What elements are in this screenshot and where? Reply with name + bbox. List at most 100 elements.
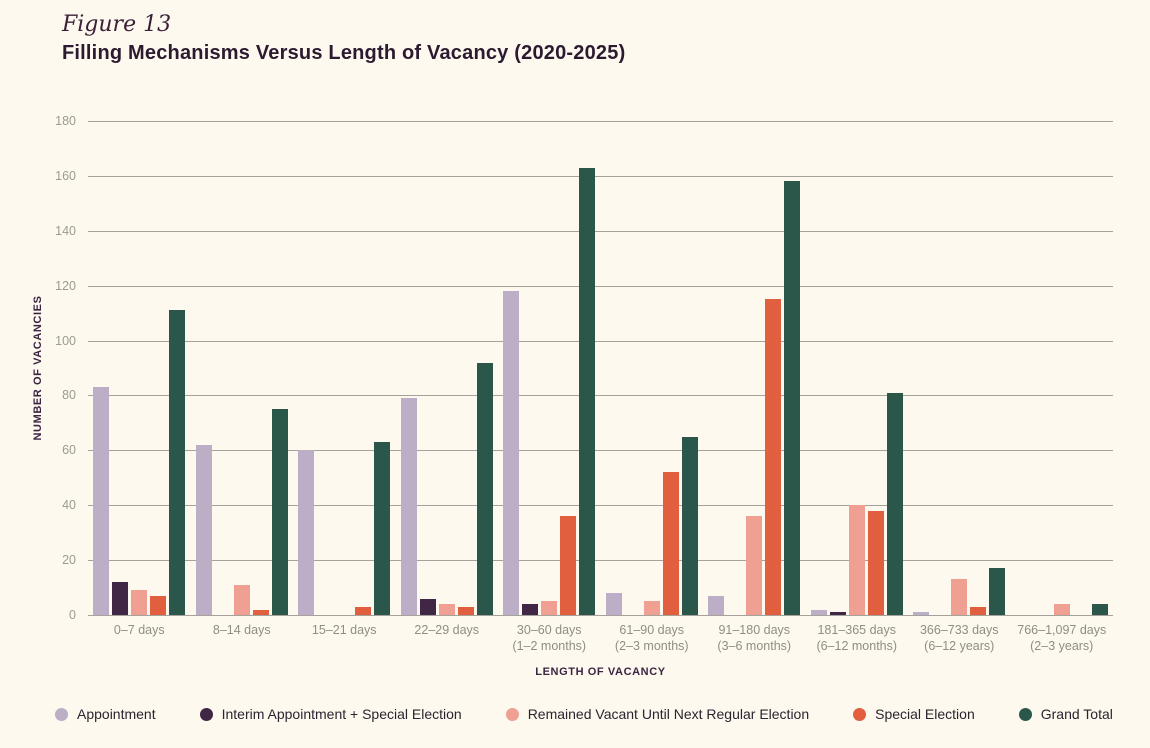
legend-item: Interim Appointment + Special Election [199, 706, 462, 722]
bar-slot [625, 121, 641, 615]
gridline-180 [88, 121, 1113, 122]
bar-slot [681, 121, 698, 615]
y-tick-label-100: 100 [55, 333, 76, 348]
y-tick-label-120: 120 [55, 278, 76, 293]
legend-label: Appointment [77, 706, 156, 722]
bar-slot [989, 121, 1006, 615]
bar [400, 398, 417, 615]
bar [233, 584, 250, 615]
legend-item: Grand Total [1018, 706, 1113, 722]
legend-label: Remained Vacant Until Next Regular Elect… [527, 706, 810, 722]
bar-slot [419, 121, 436, 615]
bar-slot [476, 121, 493, 615]
x-category-sublabel: (2–3 months) [614, 639, 689, 654]
gridline-140 [88, 230, 1113, 232]
bar-slot [93, 121, 110, 615]
x-category-label: 15–21 days [311, 623, 377, 637]
bar [970, 606, 987, 615]
legend-label: Special Election [875, 706, 975, 722]
x-category-label: 366–733 days (6–12 years) [908, 622, 1011, 655]
bar-slot [195, 121, 212, 615]
x-category-label: 0–7 days [113, 623, 165, 637]
bar [605, 593, 622, 615]
gridline-120 [88, 285, 1113, 287]
bar [784, 181, 801, 615]
bar-slot [150, 121, 167, 615]
bar [195, 444, 212, 615]
bar-group-10 [1011, 121, 1114, 615]
x-category-label: 61–90 days (2–3 months) [601, 622, 704, 655]
bar [112, 582, 129, 615]
bars-row [88, 121, 1113, 615]
bar [989, 568, 1006, 615]
bar-slot [541, 121, 558, 615]
x-category-label: 8–14 days [212, 623, 271, 637]
gridline-60 [88, 450, 1113, 452]
bar [169, 310, 186, 615]
bar-slot [951, 121, 968, 615]
bar-slot [1073, 121, 1089, 615]
y-tick-label-60: 60 [62, 443, 76, 458]
bar-slot [522, 121, 539, 615]
bar [886, 392, 903, 615]
bar [541, 601, 558, 615]
bar-slot [503, 121, 520, 615]
bar-slot [765, 121, 782, 615]
bar [643, 601, 660, 615]
y-tick-label-40: 40 [62, 498, 76, 513]
bar-slot [784, 121, 801, 615]
x-category-label: 766–1,097 days (2–3 years) [1011, 622, 1114, 655]
bar [765, 299, 782, 615]
bar [951, 579, 968, 615]
x-category-sublabel: (6–12 months) [816, 639, 898, 654]
bar [848, 505, 865, 615]
bar-slot [1091, 121, 1108, 615]
bar [93, 387, 110, 615]
legend-item: Remained Vacant Until Next Regular Elect… [505, 706, 810, 722]
bar [1091, 604, 1108, 615]
bar [131, 590, 148, 615]
x-category-sublabel: (6–12 years) [924, 639, 995, 654]
legend-item: Appointment [55, 706, 156, 722]
bar-slot [867, 121, 884, 615]
gridline-160 [88, 175, 1113, 177]
bar-slot [643, 121, 660, 615]
gridline-100 [88, 340, 1113, 342]
x-category-sublabel: (2–3 years) [1030, 639, 1094, 654]
bar-slot [913, 121, 930, 615]
bar [681, 436, 698, 615]
y-tick-label-140: 140 [55, 223, 76, 238]
bar-slot [131, 121, 148, 615]
x-category-label: 181–365 days (6–12 months) [806, 622, 909, 655]
bar-slot [438, 121, 455, 615]
bar-slot [560, 121, 577, 615]
y-axis-title: NUMBER OF VACANCIES [32, 295, 44, 441]
bar [252, 609, 269, 615]
x-category-labels: 0–7 days 8–14 days 15–21 days 22–29 days 30–… [88, 622, 1113, 655]
x-category-label: 30–60 days (1–2 months) [498, 622, 601, 655]
bar-slot [1035, 121, 1051, 615]
bar-slot [169, 121, 186, 615]
bar-slot [457, 121, 474, 615]
bar-group-2 [191, 121, 294, 615]
bar-slot [374, 121, 391, 615]
x-category-sublabel: (1–2 months) [512, 639, 587, 654]
bar [579, 167, 596, 615]
bar-slot [829, 121, 846, 615]
bar-slot [1016, 121, 1032, 615]
y-tick-label-180: 180 [55, 114, 76, 128]
bar [476, 362, 493, 615]
bar [522, 604, 539, 615]
legend-swatch-icon [1018, 707, 1032, 721]
gridline-0 [88, 615, 1113, 616]
bar [355, 606, 372, 615]
y-tick-label-20: 20 [62, 553, 76, 568]
bar-slot [317, 121, 333, 615]
bar [150, 595, 167, 615]
bar [374, 442, 391, 615]
x-axis-title: LENGTH OF VACANCY [535, 666, 666, 678]
bar [438, 604, 455, 615]
x-category-sublabel: (3–6 months) [717, 639, 792, 654]
bar-slot [336, 121, 352, 615]
bar-slot [708, 121, 725, 615]
